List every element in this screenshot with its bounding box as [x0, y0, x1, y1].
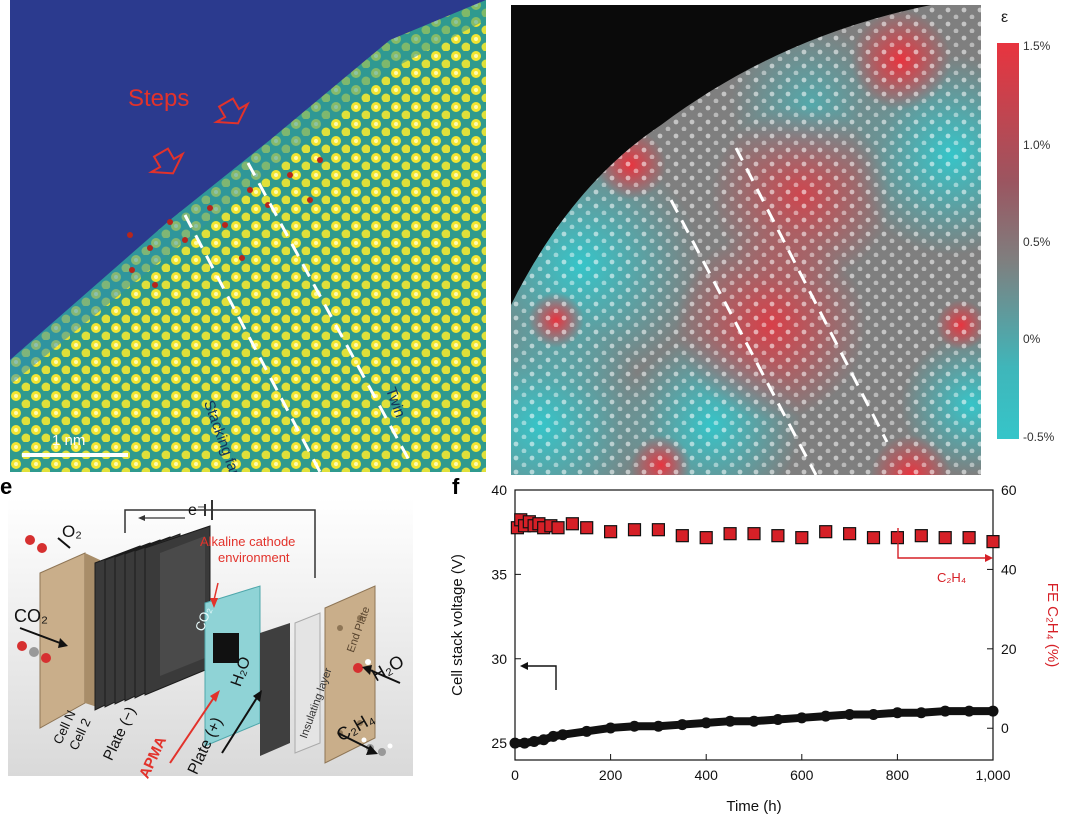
electrolyzer-stack-graphic — [8, 498, 413, 776]
stem-image-graphic — [10, 0, 486, 472]
alkaline-label-line1: Alkaline cathode — [200, 534, 296, 549]
voltage-data-point — [868, 708, 879, 720]
alkaline-label-line2: environment — [218, 550, 290, 565]
fe-data-point — [843, 527, 857, 541]
voltage-data-point — [519, 737, 531, 749]
fe-arrow-line — [897, 528, 985, 559]
co2-inlet-label: CO₂ — [14, 606, 48, 626]
voltage-data-point — [700, 717, 712, 729]
x-tick-label: 200 — [599, 767, 623, 783]
voltage-data-point — [557, 729, 569, 741]
x-tick-label: 400 — [695, 767, 719, 783]
y-tick-label: 25 — [491, 735, 507, 751]
voltage-data-point — [820, 710, 832, 722]
voltage-data-point — [987, 705, 999, 717]
panel-letter-e: e — [0, 474, 13, 499]
stem-image: Steps Stacking fault Twin 1 nm — [10, 0, 486, 472]
strain-colorbar: ε 1.5% 1.0% 0.5% 0% -0.5% — [985, 5, 1068, 475]
electrolyzer-stack-schematic: e⁻ O₂ CO₂ Alkaline cathode environment C… — [0, 478, 420, 781]
fe-data-point — [819, 525, 833, 539]
y-axis-label: Cell stack voltage (V) — [449, 554, 466, 696]
panel-letter-f: f — [452, 474, 460, 499]
fe-data-point — [866, 531, 881, 545]
x-tick-label: 800 — [886, 767, 910, 783]
stability-chart: 0 200 400 600 800 1,000 25 30 35 40 0 20 40 60 Time… — [440, 478, 1068, 818]
y-axis-right-label: FE C₂H₄ (%) — [1044, 583, 1061, 667]
y-right-tick-label: 20 — [1001, 641, 1017, 657]
fe-arrow-head — [985, 554, 993, 562]
colorbar-tick: 0% — [1023, 332, 1041, 346]
colorbar-symbol: ε — [1001, 9, 1009, 26]
voltage-data-point — [676, 719, 688, 731]
colorbar-tick: 1.5% — [1023, 39, 1051, 53]
voltage-data-point — [547, 730, 559, 742]
strain-map-graphic — [511, 5, 981, 475]
voltage-arrow-line — [528, 665, 557, 690]
voltage-data-point — [844, 708, 856, 720]
voltage-data-point — [796, 712, 808, 724]
voltage-arrow-head — [520, 662, 528, 670]
o2-label: O₂ — [62, 522, 82, 541]
voltage-data-point — [915, 707, 927, 719]
colorbar-gradient — [997, 43, 1019, 439]
strain-map — [511, 5, 981, 475]
voltage-data-point — [963, 705, 975, 717]
voltage-data-point — [509, 737, 521, 749]
voltage-data-point — [748, 715, 760, 727]
electron-label: e⁻ — [188, 502, 206, 519]
fe-data-point — [675, 529, 689, 543]
y-right-tick-label: 40 — [1001, 561, 1017, 577]
x-tick-label: 600 — [790, 767, 814, 783]
fe-data-point — [986, 535, 1000, 549]
y-right-tick-label: 0 — [1001, 720, 1009, 736]
fe-data-point — [580, 521, 594, 535]
fe-data-point — [627, 523, 642, 537]
x-axis-label: Time (h) — [726, 798, 781, 815]
colorbar-tick: -0.5% — [1023, 430, 1055, 444]
fe-data-point — [938, 531, 952, 545]
steps-label: Steps — [128, 85, 190, 112]
voltage-data-point — [772, 714, 784, 725]
y-tick-label: 30 — [491, 651, 507, 667]
fe-data-point — [604, 525, 618, 539]
fe-data-point — [651, 523, 665, 537]
fe-data-point — [723, 527, 737, 541]
voltage-data-point — [538, 734, 550, 746]
c2h4-annotation: C₂H₄ — [937, 570, 966, 585]
voltage-data-point — [652, 720, 664, 732]
voltage-data-point — [528, 735, 540, 747]
voltage-data-point — [605, 722, 617, 734]
voltage-data-point — [629, 720, 640, 732]
voltage-data-point — [724, 715, 736, 727]
fe-data-point — [551, 521, 565, 535]
plot-frame — [514, 489, 994, 761]
voltage-data-point — [939, 705, 951, 717]
y-tick-label: 40 — [491, 482, 507, 498]
colorbar-tick: 0.5% — [1023, 235, 1051, 249]
fe-data-point — [914, 529, 928, 543]
voltage-data-point — [581, 725, 593, 737]
fe-data-point — [699, 531, 713, 545]
scale-bar-label: 1 nm — [52, 432, 86, 449]
fe-data-point — [565, 517, 579, 531]
y-right-tick-label: 60 — [1001, 482, 1017, 498]
fe-data-point — [747, 527, 761, 541]
fe-data-point — [795, 531, 809, 545]
x-tick-label: 1,000 — [975, 767, 1010, 783]
y-tick-label: 35 — [491, 566, 507, 582]
voltage-data-point — [891, 707, 903, 719]
x-tick-label: 0 — [511, 767, 519, 783]
colorbar-tick: 1.0% — [1023, 138, 1051, 152]
fe-data-point — [962, 531, 976, 545]
stability-chart-svg: 0 200 400 600 800 1,000 25 30 35 40 0 20 40 60 Time… — [449, 482, 1061, 815]
fe-data-point — [771, 529, 785, 543]
